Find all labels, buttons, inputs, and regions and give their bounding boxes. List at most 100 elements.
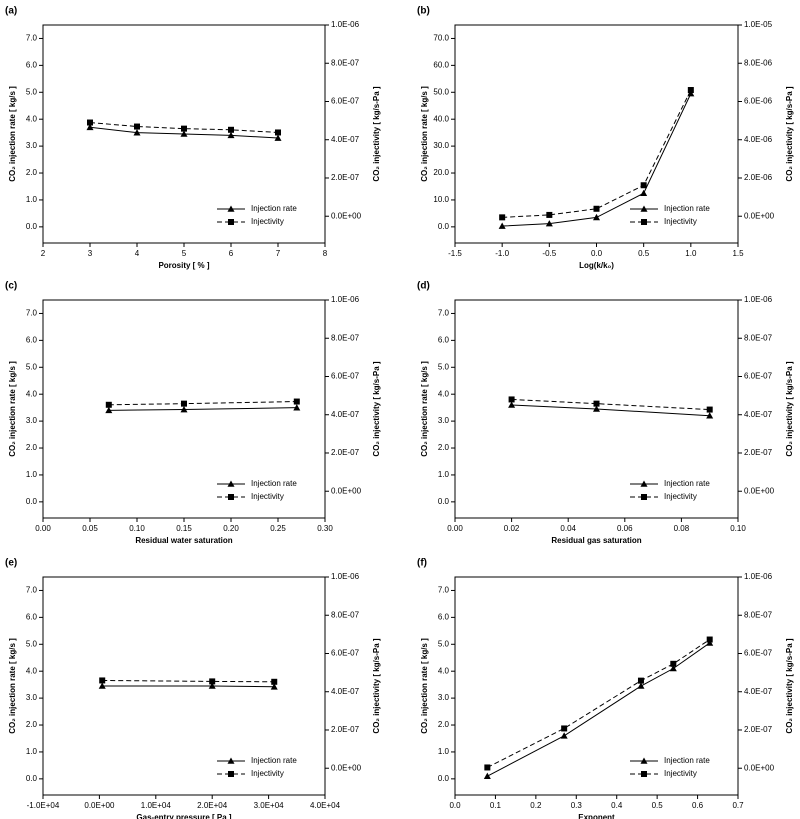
marker-square [561,725,568,732]
y2-tick-label: 2.0E-07 [331,173,360,182]
marker-triangle [706,412,714,419]
y-tick-label: 20.0 [433,168,449,177]
y2-tick-label: 8.0E-07 [744,333,773,342]
y-tick-label: 3.0 [26,416,38,425]
y-tick-label: 3.0 [26,141,38,150]
legend-label: Injectivity [664,769,697,778]
legend-label: Injectivity [664,217,697,226]
y-tick-label: 2.0 [26,720,38,729]
x-tick-label: 0.00 [35,524,51,533]
panel-title: (b) [417,6,430,17]
y-tick-label: 1.0 [26,470,38,479]
x-tick-label: 3.0E+04 [254,801,285,810]
x-axis-label: Log(k/k₀) [579,261,614,270]
marker-square [593,205,600,212]
y-axis-label: CO₂ injection rate [ kg/s ] [8,638,17,734]
marker-triangle [98,682,106,689]
panel-title: (d) [417,281,430,292]
x-tick-label: 1.5 [732,249,744,258]
marker-square [181,125,187,132]
series-line [511,398,710,411]
y-tick-label: 5.0 [26,639,38,648]
y2-axis-label: CO₂ injectivity [ kg/s-Pa ] [372,86,381,181]
y-tick-label: 6.0 [26,60,38,69]
y-tick-label: 5.0 [26,362,38,371]
series-line [108,401,297,406]
marker-triangle [227,480,235,487]
y2-axis-label: CO₂ injectivity [ kg/s-Pa ] [372,361,381,456]
legend-label: Injection rate [251,756,297,765]
marker-square [275,129,281,136]
y2-tick-label: 4.0E-06 [744,135,773,144]
marker-square [637,677,644,684]
y2-axis-label: CO₂ injectivity [ kg/s-Pa ] [785,638,794,733]
y-tick-label: 1.0 [438,747,450,756]
x-tick-label: 0.5 [638,249,650,258]
y2-tick-label: 6.0E-07 [744,372,773,381]
x-tick-label: 0.25 [270,524,286,533]
marker-triangle [227,131,235,139]
y-tick-label: 1.0 [26,195,38,204]
x-tick-label: 5 [182,249,187,258]
marker-triangle [86,123,94,131]
x-tick-label: 3 [88,249,93,258]
marker-square [484,764,491,771]
x-tick-label: 0.3 [571,801,583,810]
y-tick-label: 3.0 [438,693,450,702]
y-tick-label: 7.0 [26,34,38,43]
x-tick-label: -0.5 [542,249,556,258]
y2-tick-label: 6.0E-06 [744,97,773,106]
y2-tick-label: 6.0E-07 [744,649,773,658]
y2-tick-label: 2.0E-07 [331,725,360,734]
marker-square [99,677,106,684]
x-tick-label: -1.0E+04 [27,801,60,810]
series-line [487,639,710,768]
y-tick-label: 1.0 [26,747,38,756]
y-tick-label: 4.0 [26,114,38,123]
plot-frame [42,576,326,796]
y2-tick-label: 2.0E-06 [744,173,773,182]
marker-triangle [227,757,235,764]
y-axis-label: CO₂ injection rate [ kg/s ] [420,361,429,457]
plot-frame [454,576,739,796]
y-tick-label: 50.0 [433,87,449,96]
legend-label: Injectivity [664,492,697,501]
y-tick-label: 3.0 [438,416,450,425]
marker-triangle [669,665,677,672]
y2-axis-label: CO₂ injectivity [ kg/s-Pa ] [372,638,381,733]
x-tick-label: 0.20 [223,524,239,533]
y-tick-label: 2.0 [438,443,450,452]
marker-square [293,398,300,405]
y2-tick-label: 0.0E+00 [744,486,775,495]
y2-tick-label: 2.0E-07 [744,448,773,457]
plot-frame [454,299,739,519]
y2-tick-label: 0.0E+00 [331,486,362,495]
marker-triangle [274,134,282,141]
marker-square [228,219,234,225]
y2-tick-label: 4.0E-07 [331,135,360,144]
marker-triangle [640,757,648,764]
x-tick-label: 1.0 [685,249,697,258]
y2-tick-label: 4.0E-07 [331,687,360,696]
x-tick-label: 8 [323,249,328,258]
marker-square [546,211,553,218]
y-tick-label: 6.0 [26,612,38,621]
y-axis-label: CO₂ injection rate [ kg/s ] [420,638,429,734]
y-tick-label: 0.0 [438,497,450,506]
x-tick-label: 0.10 [129,524,145,533]
x-tick-label: 0.0E+00 [84,801,115,810]
y2-tick-label: 6.0E-07 [331,97,360,106]
marker-square [640,182,647,189]
marker-square [228,494,234,500]
y2-tick-label: 8.0E-07 [331,610,360,619]
x-tick-label: 4 [135,249,140,258]
y-tick-label: 0.0 [26,774,38,783]
x-tick-label: 0.30 [317,524,333,533]
y2-tick-label: 8.0E-07 [331,58,360,67]
legend-label: Injection rate [664,756,710,765]
marker-triangle [105,406,113,414]
y2-tick-label: 2.0E-07 [331,448,360,457]
x-tick-label: 0.0 [449,801,461,810]
marker-triangle [133,129,141,136]
marker-triangle [640,480,648,487]
